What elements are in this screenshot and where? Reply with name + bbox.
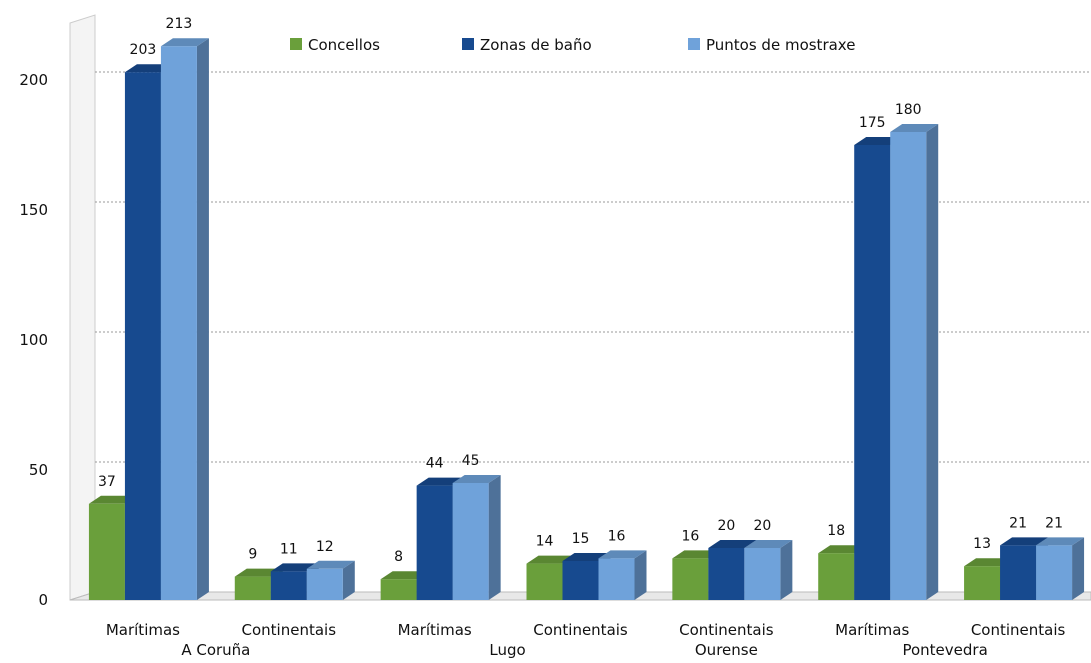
value-label: 12 — [316, 539, 334, 555]
bar-side — [634, 550, 647, 600]
bar — [526, 563, 563, 600]
bar — [818, 553, 855, 600]
value-label: 16 — [681, 528, 699, 544]
legend-label: Puntos de mostraxe — [706, 36, 855, 54]
value-label: 37 — [98, 474, 116, 490]
bar-side — [342, 560, 355, 600]
bar — [562, 561, 599, 600]
value-label: 45 — [462, 453, 480, 469]
bar — [88, 503, 125, 600]
value-label: 20 — [717, 518, 735, 534]
group-label: Pontevedra — [902, 641, 987, 659]
bar-side — [488, 475, 501, 600]
bar — [598, 558, 635, 600]
bar-top — [306, 560, 355, 569]
x-tick-label: Marítimas — [398, 621, 472, 639]
x-tick-label: Continentais — [971, 621, 1066, 639]
bar-top — [890, 124, 939, 132]
bar — [672, 558, 709, 600]
legend-swatch — [462, 38, 474, 50]
bar — [890, 132, 927, 600]
group-label: A Coruña — [181, 641, 250, 659]
value-label: 8 — [394, 549, 403, 565]
value-label: 18 — [827, 523, 845, 539]
x-tick-label: Marítimas — [106, 621, 180, 639]
x-tick-label: Marítimas — [835, 621, 909, 639]
bar — [380, 579, 417, 600]
bar-top — [598, 550, 647, 559]
bar — [708, 548, 745, 600]
value-label: 20 — [753, 518, 771, 534]
bar — [124, 72, 161, 600]
bar — [270, 571, 307, 600]
bar — [744, 548, 781, 600]
bar-top — [160, 38, 209, 47]
value-label: 180 — [895, 102, 922, 118]
legend-label: Zonas de baño — [480, 36, 592, 54]
bar-top — [744, 540, 793, 548]
value-label: 16 — [608, 528, 626, 544]
value-label: 21 — [1045, 515, 1063, 531]
y-tick-label: 50 — [29, 461, 48, 479]
bar — [1000, 545, 1037, 600]
value-label: 13 — [973, 536, 991, 552]
bar — [964, 566, 1001, 600]
bar — [452, 483, 489, 600]
y-tick-label: 200 — [19, 71, 48, 89]
x-tick-label: Continentais — [242, 621, 337, 639]
bar-side — [926, 124, 939, 600]
legend-swatch — [688, 38, 700, 50]
y-tick-label: 150 — [19, 201, 48, 219]
bar — [160, 46, 197, 600]
bar-side — [1072, 537, 1085, 600]
value-label: 213 — [166, 16, 193, 32]
bar — [306, 568, 343, 600]
bar-top — [1036, 537, 1085, 546]
bar-top — [1000, 537, 1049, 546]
x-tick-label: Continentais — [679, 621, 774, 639]
bar — [234, 576, 271, 600]
bar — [854, 145, 891, 600]
bar-top — [708, 540, 757, 548]
bar-side — [780, 540, 793, 600]
legend-label: Concellos — [308, 36, 380, 54]
y-tick-label: 100 — [19, 331, 48, 349]
bar — [416, 485, 453, 600]
value-label: 203 — [130, 42, 157, 58]
value-label: 14 — [536, 534, 554, 550]
value-label: 15 — [572, 531, 590, 547]
group-label: Lugo — [489, 641, 525, 659]
value-label: 21 — [1009, 515, 1027, 531]
value-label: 9 — [248, 547, 257, 563]
value-label: 44 — [426, 456, 444, 472]
x-tick-label: Continentais — [533, 621, 628, 639]
group-label: Ourense — [695, 641, 758, 659]
bar-side — [196, 38, 209, 600]
bar — [1036, 545, 1073, 600]
value-label: 11 — [280, 541, 298, 557]
y-tick-label: 0 — [38, 591, 48, 609]
bar-top — [452, 475, 501, 483]
legend-swatch — [290, 38, 302, 50]
value-label: 175 — [859, 115, 886, 131]
